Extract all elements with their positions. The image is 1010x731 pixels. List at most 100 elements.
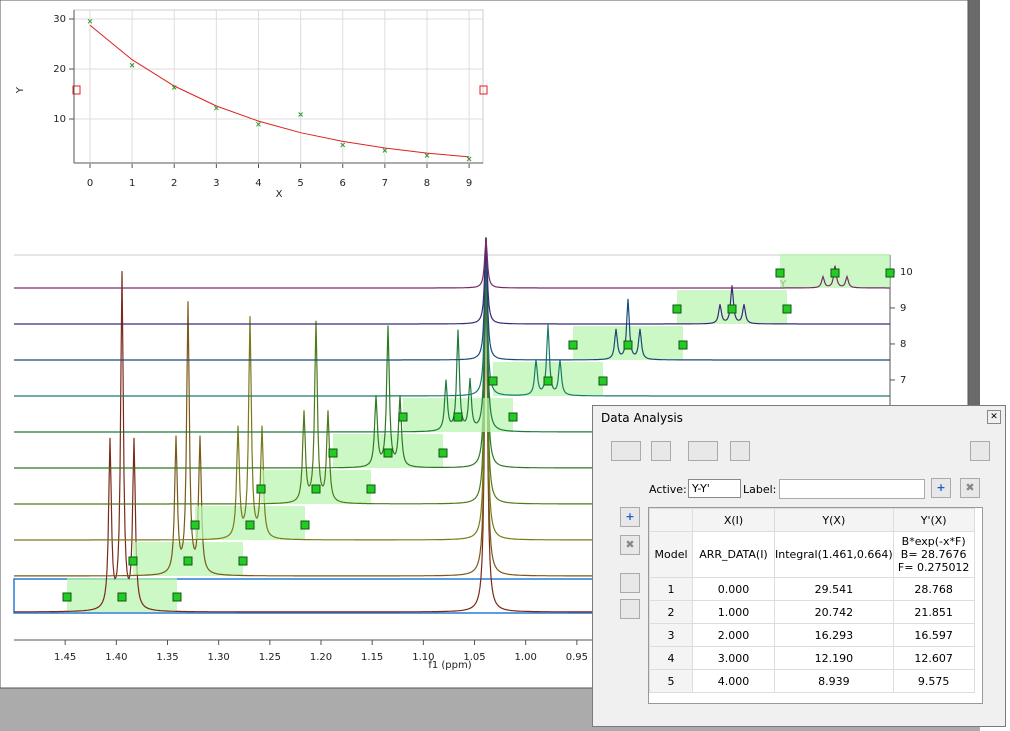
y-axis-label: Y xyxy=(15,86,26,94)
table-row: Model ARR_DATA(I) Integral(1.461,0.664) B*e… xyxy=(649,531,975,578)
y-tick-label: 8 xyxy=(900,339,906,350)
active-select[interactable]: Y-Y' xyxy=(688,479,741,498)
data-point xyxy=(382,148,388,153)
table-button[interactable] xyxy=(651,441,671,461)
x-tick-label: 5 xyxy=(297,178,303,189)
integral-handle xyxy=(311,484,321,494)
integral-handle xyxy=(300,520,310,530)
trace xyxy=(14,237,890,325)
table-cell: Integral(1.461,0.664) xyxy=(774,531,894,578)
export-button[interactable] xyxy=(620,573,640,593)
table-cell: 8.939 xyxy=(774,669,894,693)
x-tick-label: 1.35 xyxy=(156,652,178,663)
x-axis-label: f1 (ppm) xyxy=(428,660,471,671)
integral-handle xyxy=(782,304,792,314)
resize-handle[interactable] xyxy=(479,85,488,95)
x-tick-label: 7 xyxy=(382,178,388,189)
integral-handle xyxy=(568,340,578,350)
integral-handle xyxy=(830,268,840,278)
add-row-button[interactable]: + xyxy=(620,507,640,527)
integral-handle xyxy=(245,520,255,530)
table-row: X(I) Y(X) Y'(X) xyxy=(649,508,975,532)
integral-handle xyxy=(885,268,895,278)
integral-handle xyxy=(383,448,393,458)
data-point xyxy=(256,121,261,127)
x-tick-label: 1.20 xyxy=(310,652,332,663)
integral-handle xyxy=(398,412,408,422)
table-row: 3 2.000 16.293 16.597 xyxy=(649,623,975,647)
y-tick-label: 10 xyxy=(53,114,66,125)
x-tick-label: 0.95 xyxy=(566,652,588,663)
data-point xyxy=(171,85,177,90)
table-cell: 28.768 xyxy=(892,577,975,601)
table-cell: Y(X) xyxy=(774,508,894,532)
table-cell: 1 xyxy=(649,577,693,601)
integral-handle xyxy=(238,556,248,566)
integral-handle xyxy=(328,448,338,458)
dialog-title: Data Analysis xyxy=(601,411,683,425)
table-cell: 21.851 xyxy=(892,600,975,624)
data-analysis-dialog: Data Analysis ✕ Active: Y-Y' Label: + ✖ … xyxy=(592,405,1006,727)
table-cell: 4.000 xyxy=(692,669,775,693)
table-cell: 16.293 xyxy=(774,623,894,647)
y-tick-label: 10 xyxy=(900,267,913,278)
new-button[interactable] xyxy=(611,441,641,461)
table-cell: 3.000 xyxy=(692,646,775,670)
y-tick-label: 7 xyxy=(900,375,906,386)
label-input[interactable] xyxy=(779,479,925,499)
data-point xyxy=(298,112,303,117)
settings-button[interactable] xyxy=(730,441,750,461)
integral-handle xyxy=(256,484,266,494)
x-tick-label: 2 xyxy=(171,178,177,189)
integral-handle xyxy=(672,304,682,314)
x-tick-label: 6 xyxy=(340,178,346,189)
table-cell: 3 xyxy=(649,623,693,647)
y-tick-label: 9 xyxy=(900,303,906,314)
cell-line: F= 0.275012 xyxy=(897,561,970,574)
x-tick-label: 1 xyxy=(129,178,135,189)
cut-button[interactable] xyxy=(620,599,640,619)
remove-row-button[interactable]: ✖ xyxy=(620,535,640,555)
table-cell: X(I) xyxy=(692,508,775,532)
table-cell: Model xyxy=(649,531,693,578)
table-row: 1 0.000 29.541 28.768 xyxy=(649,577,975,601)
close-button[interactable]: ✕ xyxy=(987,410,1001,424)
table-cell: B*exp(-x*F) B= 28.7676 F= 0.275012 xyxy=(892,531,975,578)
data-point xyxy=(87,18,93,24)
integral-handle xyxy=(183,556,193,566)
table-cell: Y'(X) xyxy=(892,508,975,532)
integral-handle xyxy=(438,448,448,458)
table-cell: 4 xyxy=(649,646,693,670)
trace xyxy=(14,237,890,289)
integral-handle xyxy=(775,268,785,278)
inset-plot-area xyxy=(73,9,484,164)
data-point xyxy=(129,62,135,68)
plot-button[interactable] xyxy=(688,441,718,461)
table-cell: 20.742 xyxy=(774,600,894,624)
resize-handle[interactable] xyxy=(72,85,81,95)
x-tick-label: 0 xyxy=(87,178,93,189)
x-tick-label: 1.05 xyxy=(463,652,485,663)
add-button[interactable]: + xyxy=(931,478,951,498)
x-tick-label: 1.10 xyxy=(412,652,434,663)
save-button[interactable] xyxy=(970,441,990,461)
spectrum-chart: f1 (ppm) Y 1.451.401.351.301.251.201.151… xyxy=(13,237,913,671)
x-axis-label: X xyxy=(276,189,283,200)
data-point xyxy=(214,105,219,111)
integral-handle xyxy=(62,592,72,602)
data-table: X(I) Y(X) Y'(X) Model ARR_DATA(I) Integral(1.… xyxy=(648,507,983,704)
x-tick-label: 3 xyxy=(213,178,219,189)
x-tick-label: 1.15 xyxy=(361,652,383,663)
table-cell: 0.000 xyxy=(692,577,775,601)
x-tick-label: 1.00 xyxy=(515,652,537,663)
integral-handle xyxy=(727,304,737,314)
table-row: 2 1.000 20.742 21.851 xyxy=(649,600,975,624)
trace xyxy=(14,237,890,361)
integral-handle xyxy=(128,556,138,566)
table-cell: 16.597 xyxy=(892,623,975,647)
remove-button[interactable]: ✖ xyxy=(960,478,980,498)
table-cell: 12.190 xyxy=(774,646,894,670)
integral-handle xyxy=(190,520,200,530)
table-cell: 2.000 xyxy=(692,623,775,647)
